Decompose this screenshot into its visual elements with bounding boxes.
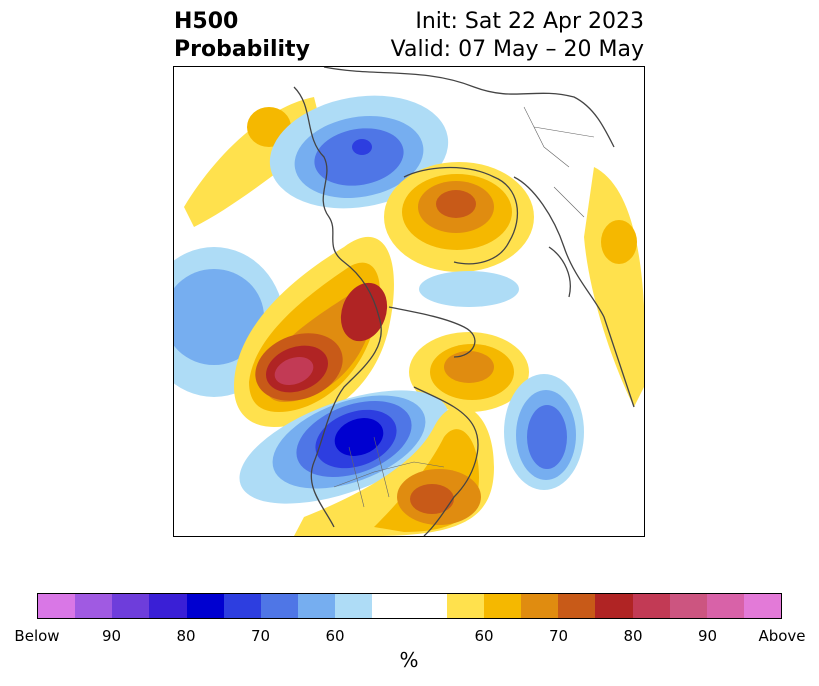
- variable-label: H500: [174, 9, 239, 34]
- colorbar-segment: [743, 594, 782, 618]
- colorbar-tick-label: 60: [474, 627, 494, 645]
- probability-colorbar: [37, 593, 782, 619]
- colorbar-segment: [595, 594, 633, 618]
- colorbar-tick-label: Below: [14, 627, 60, 645]
- coastlines: [293, 67, 635, 536]
- map-canvas: [174, 67, 644, 536]
- colorbar-tick-label: 80: [623, 627, 643, 645]
- colorbar-segment: [706, 594, 744, 618]
- colorbar-tick-label: 60: [325, 627, 345, 645]
- date-info: Init: Sat 22 Apr 2023 Valid: 07 May – 20…: [391, 8, 644, 64]
- central-us-below-anomaly: [239, 390, 449, 504]
- colorbar-tick-label: 70: [250, 627, 271, 645]
- colorbar-tick-label: 70: [548, 627, 569, 645]
- colorbar-segment: [260, 594, 299, 618]
- colorbar-segment: [372, 594, 410, 618]
- colorbar-segment: [669, 594, 707, 618]
- colorbar-tick-label: 90: [697, 627, 718, 645]
- colorbar-segment: [483, 594, 522, 618]
- colorbar-unit-label: %: [399, 648, 419, 672]
- colorbar-segment: [558, 594, 596, 618]
- colorbar-tick-label: 90: [101, 627, 122, 645]
- colorbar-segment: [149, 594, 187, 618]
- arctic-canada-above-anomaly: [409, 332, 529, 412]
- political-borders: [333, 106, 595, 508]
- colorbar-tick-label: Above: [758, 627, 806, 645]
- map-title: H500 Probability: [174, 8, 310, 64]
- colorbar-segment: [632, 594, 670, 618]
- eastern-us-above-anomaly: [294, 406, 494, 536]
- colorbar-segment: [409, 594, 447, 618]
- colorbar-segment: [521, 594, 559, 618]
- north-atlantic-below-anomaly: [504, 374, 584, 490]
- alaska-above-anomaly: [234, 236, 394, 427]
- colorbar-segment: [75, 594, 113, 618]
- arctic-below-anomaly: [419, 271, 519, 307]
- colorbar-segment: [186, 594, 224, 618]
- colorbar-segment: [112, 594, 150, 618]
- colorbar-tick-label: 80: [176, 627, 196, 645]
- colorbar-segment: [335, 594, 373, 618]
- product-label: Probability: [174, 37, 310, 62]
- colorbar-segment: [298, 594, 336, 618]
- colorbar-segment: [223, 594, 261, 618]
- valid-range-label: Valid: 07 May – 20 May: [390, 37, 644, 62]
- scandinavia-above-anomaly: [384, 162, 534, 272]
- probability-map: [173, 66, 645, 537]
- colorbar-segment: [446, 594, 484, 618]
- colorbar-segment: [38, 594, 76, 618]
- init-date-label: Init: Sat 22 Apr 2023: [415, 9, 644, 34]
- europe-above-anomaly: [584, 167, 644, 407]
